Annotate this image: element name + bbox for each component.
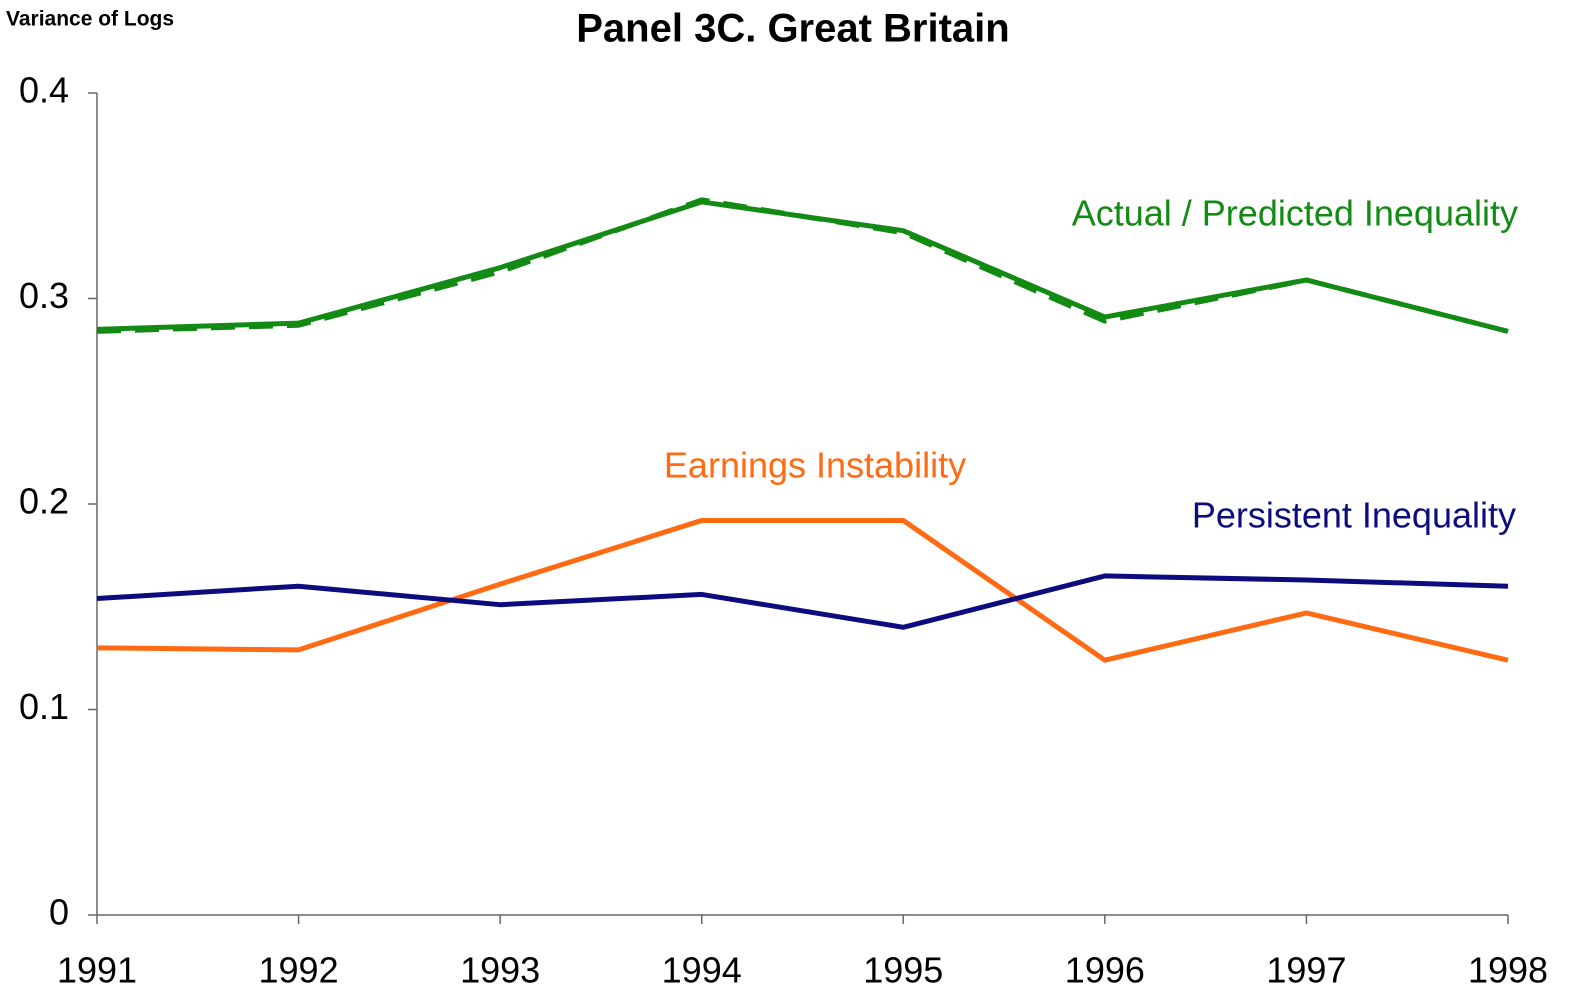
series-line bbox=[96, 573, 1509, 630]
series-label: Earnings Instability bbox=[664, 445, 966, 486]
x-tick-label: 1997 bbox=[1266, 950, 1346, 991]
y-tick-label: 0 bbox=[49, 892, 69, 933]
series-line bbox=[96, 199, 1509, 334]
x-tick-label: 1995 bbox=[863, 950, 943, 991]
chart-title: Panel 3C. Great Britain bbox=[576, 7, 1009, 51]
x-tick-label: 1998 bbox=[1468, 950, 1548, 991]
x-tick-label: 1996 bbox=[1065, 950, 1145, 991]
y-tick-label: 0.1 bbox=[19, 686, 69, 727]
x-tick-label: 1991 bbox=[57, 950, 137, 991]
series-label: Actual / Predicted Inequality bbox=[1072, 193, 1518, 234]
y-tick-label: 0.3 bbox=[19, 275, 69, 316]
series-label: Persistent Inequality bbox=[1192, 495, 1516, 536]
series-line bbox=[96, 517, 1509, 663]
x-tick-label: 1992 bbox=[259, 950, 339, 991]
y-tick-label: 0.4 bbox=[19, 70, 69, 111]
y-axis-label: Variance of Logs bbox=[6, 8, 174, 31]
x-tick-label: 1994 bbox=[662, 950, 742, 991]
x-tick-label: 1993 bbox=[460, 950, 540, 991]
y-tick-label: 0.2 bbox=[19, 481, 69, 522]
